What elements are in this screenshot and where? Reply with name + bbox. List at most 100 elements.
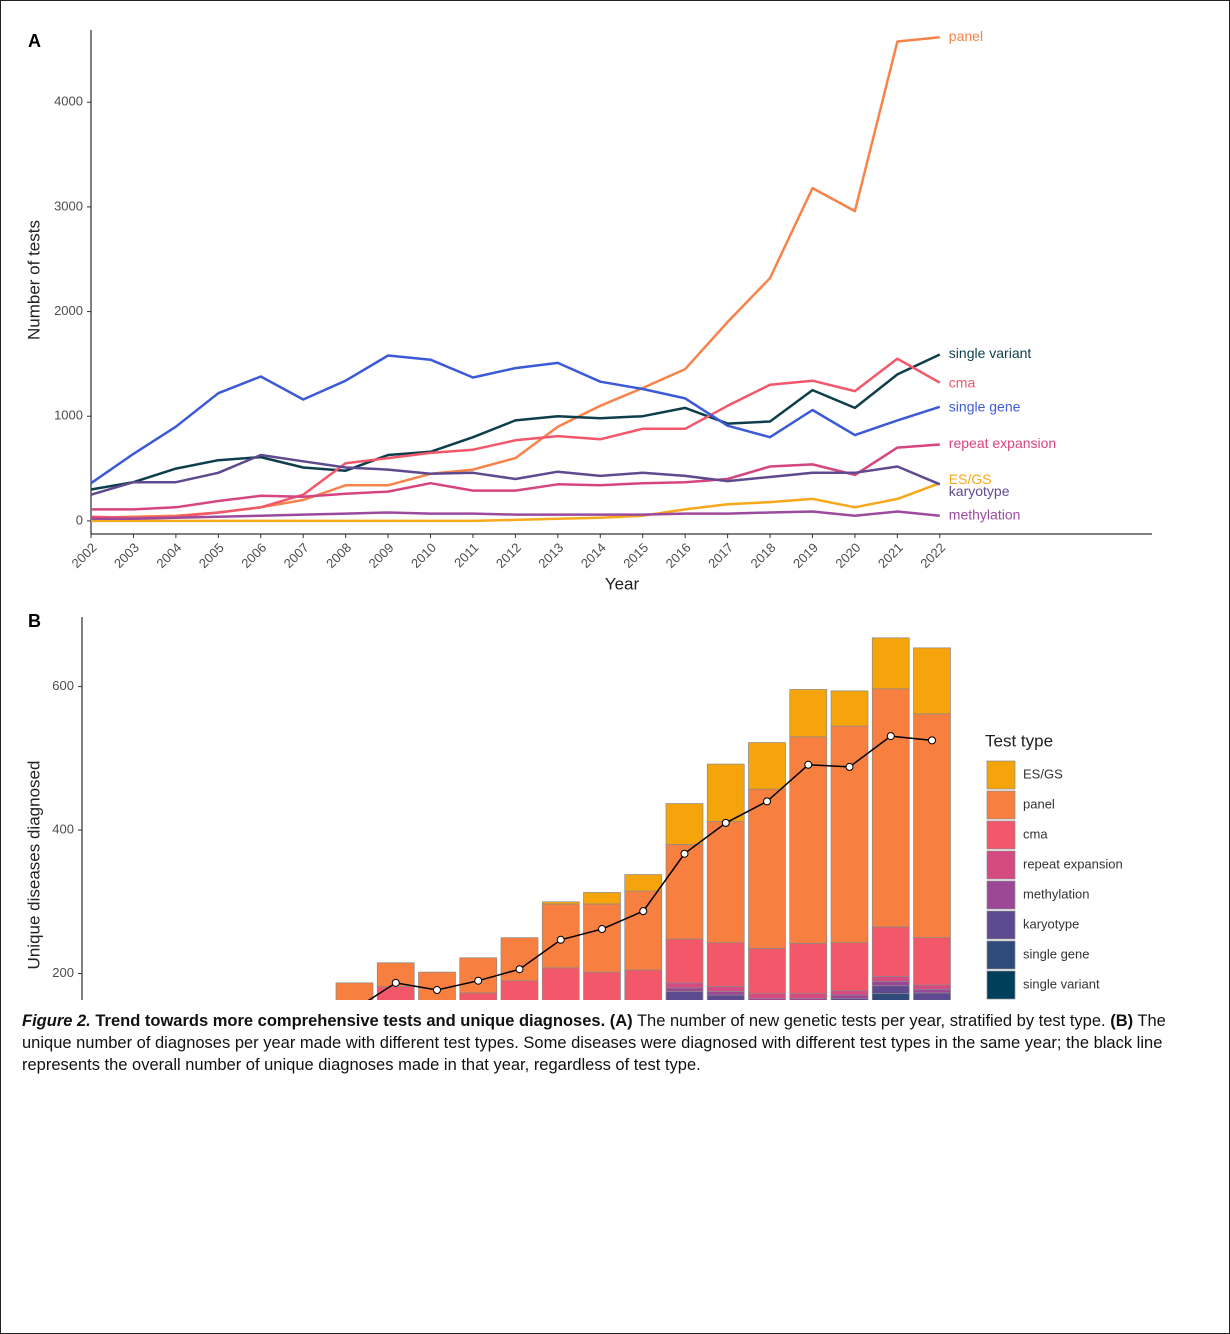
bar-segment (913, 984, 951, 990)
bar-segment (706, 986, 745, 992)
overall-point (391, 978, 400, 987)
bar-segment (871, 993, 910, 1000)
x-tick-label: 2009 (366, 540, 397, 571)
bar-segment (748, 993, 786, 999)
overall-point (886, 732, 895, 741)
series-label: cma (949, 374, 976, 390)
legend-swatch (986, 850, 1016, 880)
bar-segment (871, 985, 910, 994)
overall-point (680, 849, 689, 858)
bar-segment (830, 942, 869, 992)
bar-segment (913, 988, 951, 994)
x-tick-label: 2016 (663, 540, 694, 571)
legend-label: single variant (1023, 976, 1100, 991)
series-label: methylation (949, 506, 1021, 522)
overall-point (433, 986, 441, 995)
overall-point (639, 907, 648, 916)
legend-title: Test type (985, 731, 1053, 750)
bar-segment (871, 976, 910, 982)
bar-segment (913, 937, 951, 986)
bar-segment (665, 803, 704, 845)
series-label: panel (949, 28, 983, 44)
y-tick-label: 400 (52, 821, 74, 836)
bar-segment (624, 890, 663, 971)
panel-label: B (28, 611, 41, 631)
caption-label: Figure 2. (22, 1012, 91, 1030)
legend-swatch (986, 880, 1016, 910)
bar-segment (706, 763, 745, 822)
bar-segment (913, 992, 951, 1000)
x-tick-label: 2005 (196, 540, 227, 571)
x-tick-label: 2008 (323, 540, 354, 571)
line-series (90, 354, 941, 485)
x-tick-label: 2011 (451, 540, 481, 570)
y-tick-label: 2000 (54, 303, 83, 318)
overall-point (556, 935, 565, 944)
y-tick-label: 200 (52, 965, 74, 980)
bar-segment (376, 986, 415, 1000)
x-tick-label: 2003 (111, 540, 142, 571)
bar-segment (748, 742, 786, 790)
line-series (90, 36, 940, 520)
x-tick-label: 2010 (408, 540, 439, 571)
x-tick-label: 2015 (620, 540, 651, 571)
legend-swatch (986, 760, 1016, 790)
x-tick-label: 2022 (917, 540, 948, 571)
x-tick-label: 2019 (790, 540, 821, 571)
overall-point (804, 760, 813, 769)
bar-segment (541, 967, 580, 1000)
bar-segment (706, 942, 745, 987)
line-series (91, 510, 940, 521)
series-label: single variant (949, 345, 1032, 361)
panel-label: A (28, 31, 41, 51)
y-axis-title: Number of tests (24, 220, 43, 340)
bar-segment (624, 969, 663, 1000)
bar-segment (913, 647, 951, 715)
bar-segment (583, 892, 621, 905)
bar-segment (871, 688, 910, 928)
overall-point (515, 965, 524, 974)
y-tick-label: 600 (52, 678, 74, 693)
bar-segment (789, 943, 828, 994)
legend-label: methylation (1023, 886, 1089, 901)
series-label: karyotype (949, 483, 1010, 499)
overall-point (598, 925, 606, 934)
bar-segment (830, 725, 869, 944)
bar-segment (830, 690, 869, 727)
bar-segment (418, 971, 456, 1000)
x-tick-label: 2007 (281, 540, 312, 571)
y-axis-title: Unique diseases diagnosed (24, 761, 43, 970)
bar-segment (789, 736, 828, 944)
bar-segment (500, 937, 539, 982)
legend-swatch (986, 790, 1016, 820)
bar-segment (789, 993, 828, 999)
figure: A 0 1000 2000 3000 4000 Number of tests Year 200… (24, 28, 1152, 1000)
bar-segment (335, 982, 374, 1000)
overall-point (928, 736, 936, 745)
x-tick-label: 2017 (705, 540, 736, 571)
x-tick-label: 2002 (68, 540, 99, 571)
bar-segment (583, 903, 621, 973)
legend-label: single gene (1023, 946, 1090, 961)
bar-segment (871, 637, 910, 690)
bar-segment (665, 938, 704, 984)
x-tick-label: 2018 (748, 540, 779, 571)
caption: Figure 2. Trend towards more comprehensi… (22, 1010, 1212, 1076)
overall-point (721, 818, 730, 827)
caption-b-label: (B) (1110, 1012, 1134, 1030)
line-series (90, 453, 941, 496)
bar-segment (789, 689, 828, 738)
legend-swatch (986, 910, 1016, 940)
bar-segment (913, 713, 951, 939)
bar-segment (500, 980, 539, 1000)
line-series (91, 482, 941, 523)
x-axis-title: Year (605, 574, 640, 593)
bar-segment (748, 788, 786, 949)
bar-segment (459, 957, 498, 994)
line-series (90, 357, 941, 520)
y-tick-label: 3000 (54, 198, 83, 213)
y-tick-label: 0 (76, 512, 83, 527)
bar-segment (706, 821, 745, 944)
overall-point (474, 976, 483, 985)
legend-swatch (986, 970, 1016, 1000)
